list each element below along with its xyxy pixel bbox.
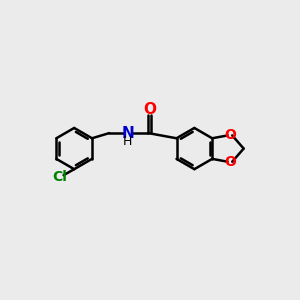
Text: O: O xyxy=(224,155,236,169)
Text: O: O xyxy=(224,128,236,142)
Text: H: H xyxy=(123,135,133,148)
Text: O: O xyxy=(143,102,156,117)
Text: Cl: Cl xyxy=(52,170,67,184)
Text: N: N xyxy=(122,126,134,141)
